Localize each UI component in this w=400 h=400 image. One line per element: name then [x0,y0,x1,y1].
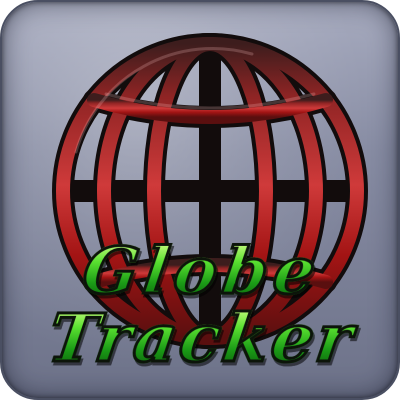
app-title-line-1: Globe [2,233,398,311]
app-title-line-2: Tracker [2,298,398,379]
